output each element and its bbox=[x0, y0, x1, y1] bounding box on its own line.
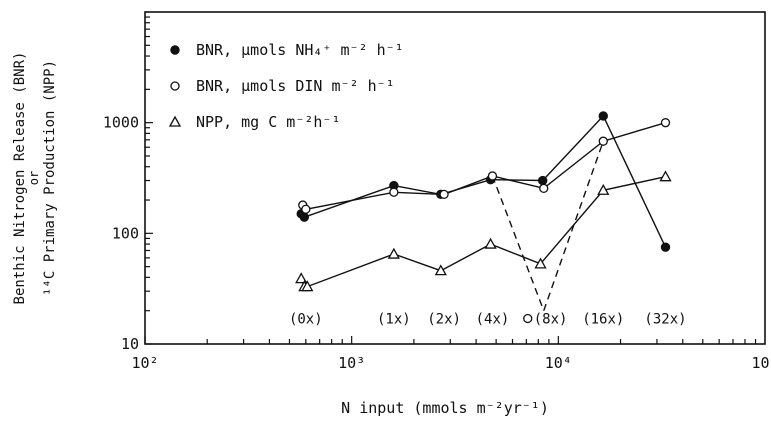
data-point-open-triangle bbox=[597, 183, 610, 195]
x-tick-label: 10⁴ bbox=[545, 354, 572, 372]
data-point-filled-circle bbox=[537, 175, 548, 186]
dose-annotation: (0x) bbox=[289, 311, 323, 327]
data-point-filled-circle bbox=[660, 242, 671, 252]
data-point-filled-circle bbox=[299, 212, 310, 222]
dashed-connector bbox=[491, 175, 545, 311]
y-axis-title-line3: ¹⁴C Primary Production (NPP) bbox=[42, 60, 58, 296]
data-point-filled-circle bbox=[170, 45, 180, 55]
data-point-open-triangle bbox=[295, 272, 308, 284]
y-tick-label: 100 bbox=[112, 224, 139, 242]
y-axis-title-line1: Benthic Nitrogen Release (BNR) bbox=[12, 52, 28, 305]
data-point-filled-circle bbox=[598, 111, 608, 121]
data-point-open-circle bbox=[487, 171, 498, 181]
x-tick-label: 10² bbox=[131, 354, 158, 372]
legend-label: BNR, μmols NH₄⁺ m⁻² h⁻¹ bbox=[196, 41, 404, 59]
y-tick-label: 1000 bbox=[103, 114, 139, 132]
data-point-open-circle bbox=[598, 136, 608, 146]
x-axis-title: N input (mmols m⁻²yr⁻¹) bbox=[341, 399, 549, 417]
data-point-open-circle bbox=[439, 189, 449, 200]
data-point-open-circle bbox=[170, 81, 180, 91]
data-point-open-circle bbox=[660, 118, 671, 128]
dose-annotation: (16x) bbox=[582, 311, 624, 327]
series-line-1 bbox=[300, 114, 667, 248]
data-point-open-circle bbox=[539, 183, 549, 193]
plot-frame bbox=[144, 11, 766, 345]
data-point-open-circle bbox=[523, 313, 533, 324]
dose-annotation: (4x) bbox=[476, 311, 510, 327]
data-point-open-triangle bbox=[534, 257, 547, 269]
x-tick-label: 10⁵ bbox=[751, 354, 771, 372]
data-point-open-circle bbox=[389, 187, 399, 197]
data-point-open-circle bbox=[301, 204, 311, 214]
dose-annotation: (2x) bbox=[427, 311, 461, 327]
data-point-open-triangle bbox=[434, 264, 447, 276]
x-tick-label: 10³ bbox=[338, 354, 365, 372]
dose-annotation: (32x) bbox=[644, 311, 686, 327]
data-point-open-triangle bbox=[484, 237, 497, 249]
dose-annotation: (1x) bbox=[377, 311, 411, 327]
dose-annotation: (8x) bbox=[534, 311, 568, 327]
y-axis-title-line2: or bbox=[27, 171, 41, 185]
series-line-3 bbox=[300, 176, 666, 288]
legend-label: BNR, μmols DIN m⁻² h⁻¹ bbox=[196, 77, 395, 95]
y-tick-label: 10 bbox=[121, 335, 139, 353]
legend-label: NPP, mg C m⁻²h⁻¹ bbox=[196, 113, 341, 131]
series-line-2 bbox=[302, 122, 666, 211]
data-point-open-triangle bbox=[301, 280, 314, 292]
data-point-open-triangle bbox=[659, 170, 672, 182]
data-point-open-triangle bbox=[168, 115, 182, 127]
data-point-open-triangle bbox=[387, 247, 400, 259]
